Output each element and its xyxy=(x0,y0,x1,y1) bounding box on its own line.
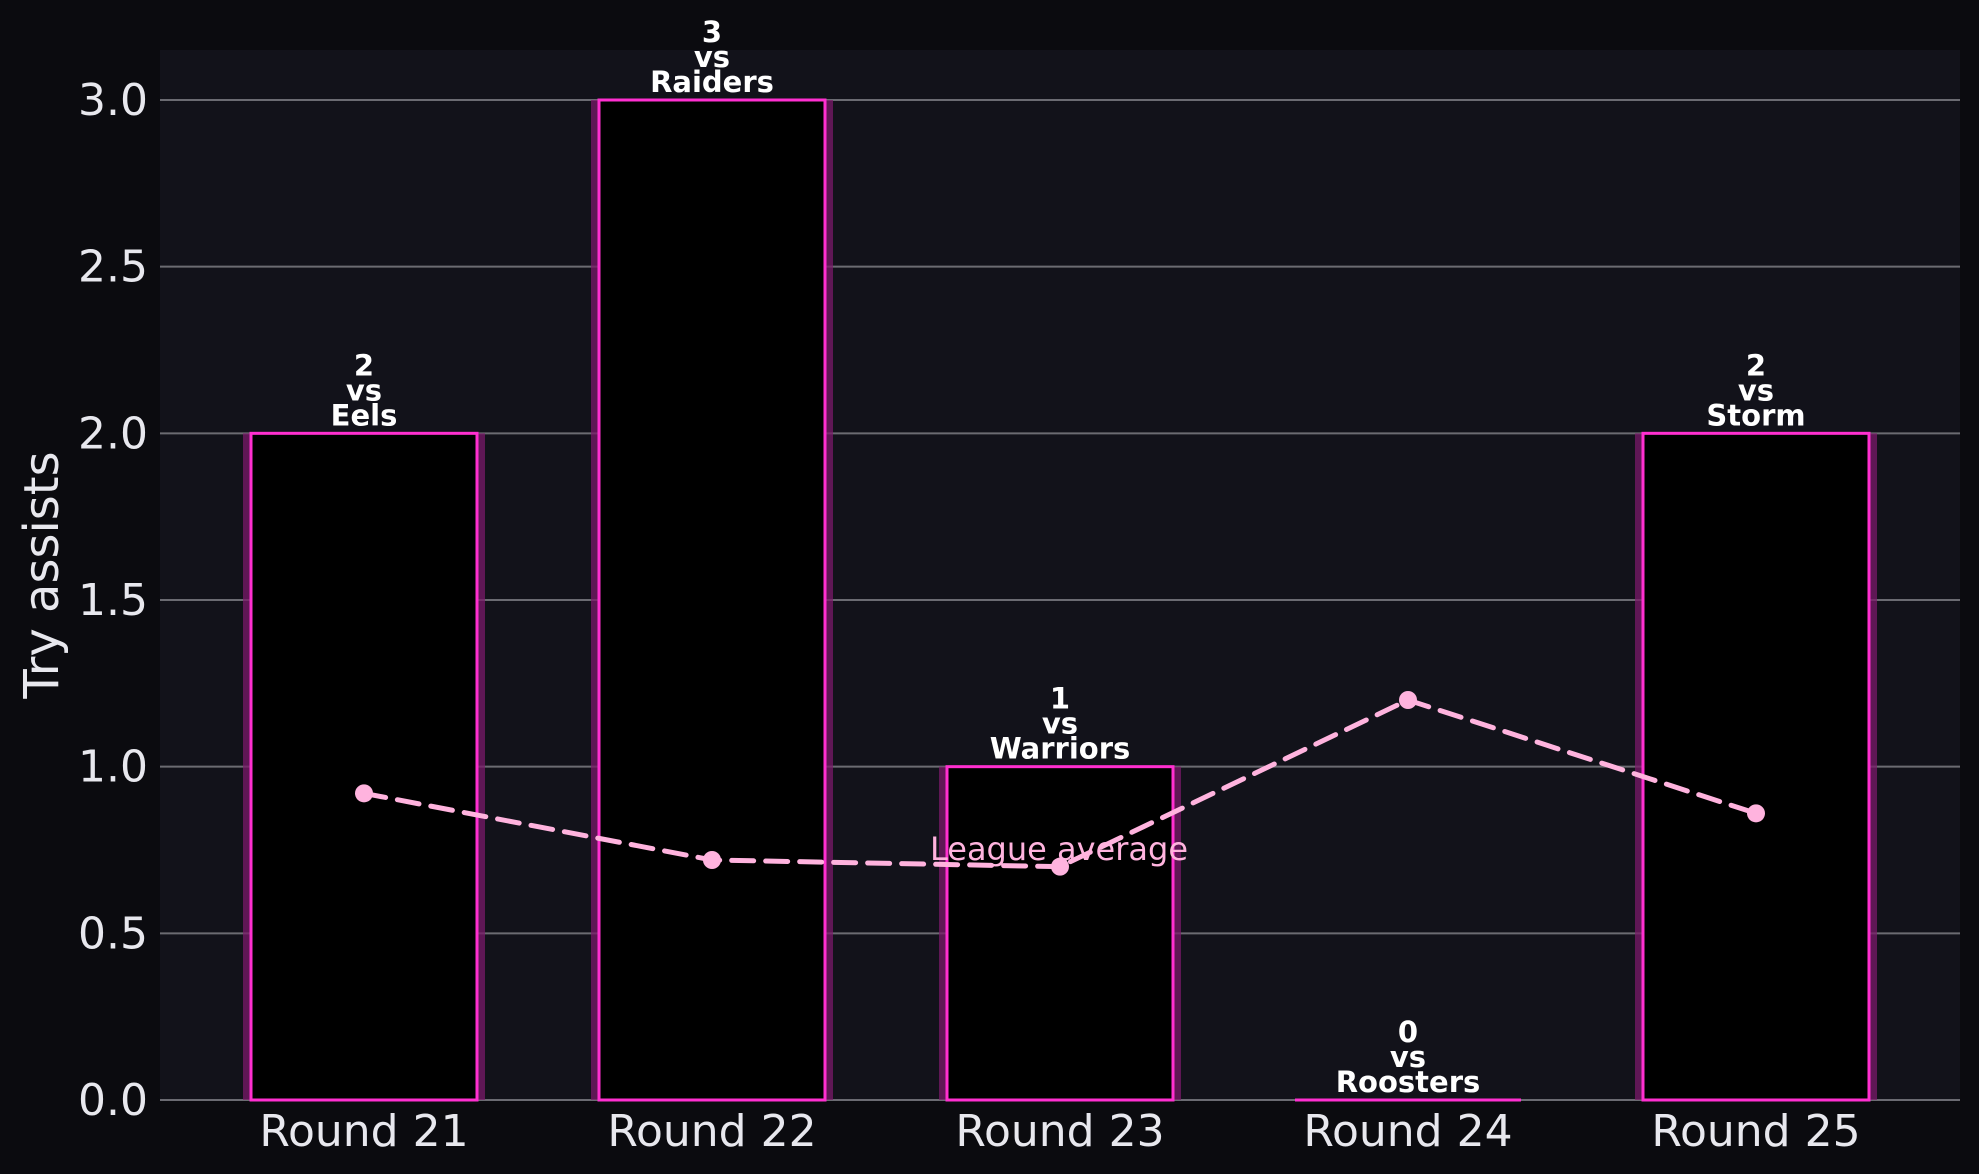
bar xyxy=(945,765,1175,1102)
bar-value-label: vs xyxy=(1042,707,1078,741)
x-tick-label: Round 24 xyxy=(1303,1106,1512,1157)
bar-value-label: 1 xyxy=(1050,682,1070,716)
y-tick-label: 0.5 xyxy=(78,908,148,959)
league-average-point xyxy=(1747,804,1765,823)
bar xyxy=(1641,431,1871,1102)
bar xyxy=(249,431,479,1102)
bar-value-label: 2 xyxy=(1746,348,1766,382)
bar-value-label: vs xyxy=(1390,1040,1426,1074)
league-average-point xyxy=(703,851,721,869)
bar-value-label: Raiders xyxy=(650,65,774,99)
y-tick-label: 1.0 xyxy=(78,742,148,793)
y-tick-label: 2.5 xyxy=(78,242,148,293)
bar-value-label: 2 xyxy=(354,348,374,382)
bar-value-label: Roosters xyxy=(1336,1065,1481,1099)
y-tick-label: 1.5 xyxy=(78,575,148,626)
bar-value-label: vs xyxy=(346,373,382,407)
y-tick-label: 3.0 xyxy=(78,75,148,126)
y-tick-label: 2.0 xyxy=(78,408,148,459)
y-tick-label: 0.0 xyxy=(78,1075,148,1126)
x-tick-label: Round 22 xyxy=(607,1106,816,1157)
league-average-point xyxy=(1399,691,1417,709)
x-tick-label: Round 23 xyxy=(955,1106,1164,1157)
league-average-label: League average xyxy=(930,830,1188,868)
bar-value-label: Storm xyxy=(1706,398,1805,432)
bar-value-label: vs xyxy=(694,40,730,74)
x-tick-label: Round 25 xyxy=(1651,1106,1860,1157)
bar-value-label: 0 xyxy=(1398,1015,1418,1049)
league-average-point xyxy=(355,784,373,803)
bar-value-label: vs xyxy=(1738,373,1774,407)
bar xyxy=(597,98,827,1102)
x-tick-label: Round 21 xyxy=(259,1106,468,1157)
y-axis-title: Try assists xyxy=(14,451,70,699)
bar-value-label: Eels xyxy=(331,398,398,432)
bar-value-label: Warriors xyxy=(990,732,1131,766)
league-average-point xyxy=(1051,857,1069,876)
bar-value-label: 3 xyxy=(702,15,722,49)
